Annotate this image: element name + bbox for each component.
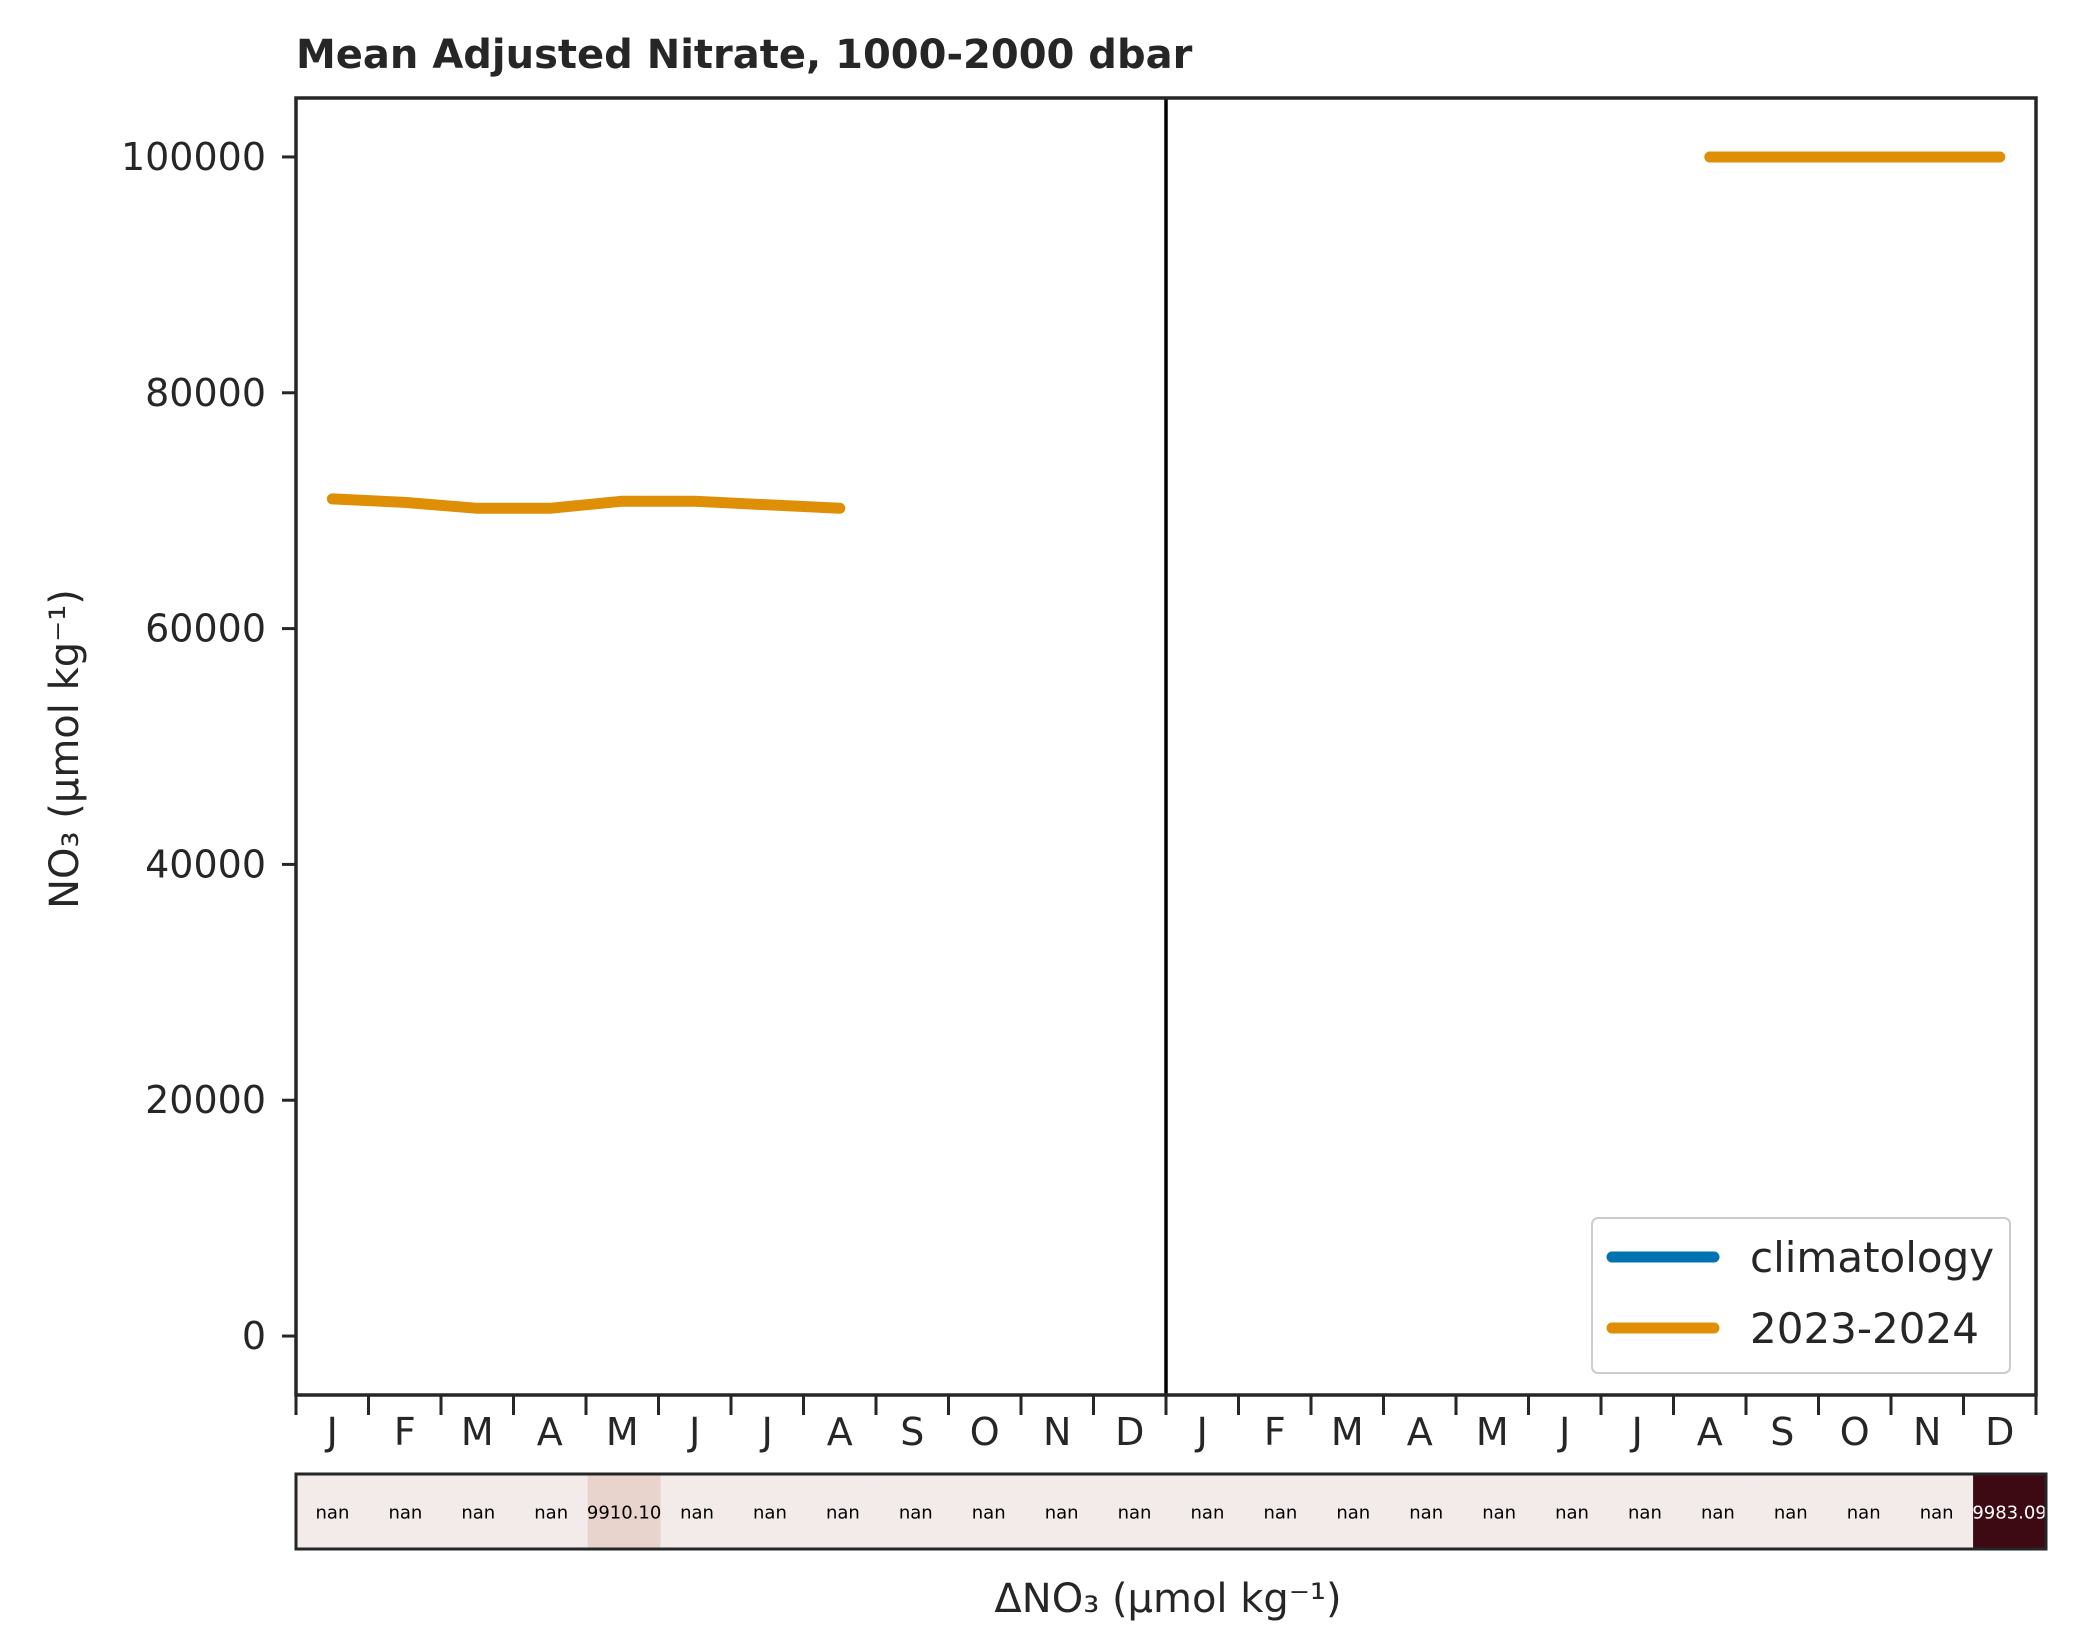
x-tick-label: A [1407,1410,1433,1454]
anomaly-cell [1681,1474,1755,1549]
anomaly-cell [952,1474,1026,1549]
x-tick-label: A [1697,1410,1723,1454]
anomaly-cell-label: nan [972,1503,1006,1524]
x-tick-label: J [1630,1410,1643,1454]
anomaly-cell [1316,1474,1391,1549]
y-tick-label: 80000 [145,371,266,415]
x-tick-label: J [1557,1410,1570,1454]
x-tick-label: F [394,1410,416,1454]
x-tick-label: O [1840,1410,1870,1454]
anomaly-cell [1827,1474,1901,1549]
anomaly-cell-label: nan [1628,1503,1662,1524]
x-tick-label: J [687,1410,700,1454]
anomaly-cell-label: nan [1336,1503,1370,1524]
anomaly-cell [1243,1474,1318,1549]
series-line-2023-2024-0 [326,493,846,514]
x-tick-label: N [1913,1410,1941,1454]
anomaly-cell-label: nan [826,1503,860,1524]
anomaly-cell [1608,1474,1682,1549]
anomaly-cell [1973,1474,2047,1549]
legend: climatology 2023-2024 [1591,1217,2011,1374]
legend-label: climatology [1750,1233,1994,1282]
x-tick-label: J [1195,1410,1208,1454]
anomaly-cell-label: nan [1482,1503,1516,1524]
anomaly-cell-label: nan [1263,1503,1297,1524]
x-tick-label: F [1264,1410,1286,1454]
anomaly-cell-label: nan [1701,1503,1735,1524]
anomaly-cell-label: nan [899,1503,933,1524]
anomaly-cell-label: nan [1045,1503,1079,1524]
anomaly-strip: nan nan nan nan 9910.10 nan nan nan nan nan nan nan… [294,1472,2048,1551]
x-tick-label: A [827,1410,853,1454]
anomaly-axis-label: ΔNO₃ (µmol kg⁻¹) [994,1576,1341,1622]
x-tick-label: D [1115,1410,1144,1454]
anomaly-cell [1389,1474,1464,1549]
chart-title: Mean Adjusted Nitrate, 1000-2000 dbar [296,32,1193,78]
x-tick-label: M [461,1410,494,1454]
anomaly-cell-label: 9910.10 [587,1503,661,1524]
anomaly-cell [441,1474,516,1549]
x-tick-label: J [325,1410,338,1454]
legend-label: 2023-2024 [1750,1304,1979,1353]
y-axis-label: NO₃ (µmol kg⁻¹) [42,589,88,909]
anomaly-cell [1462,1474,1537,1549]
anomaly-cell-label: nan [388,1503,422,1524]
anomaly-cell-label: nan [1555,1503,1589,1524]
anomaly-cell [587,1474,662,1549]
anomaly-cell-label: nan [1409,1503,1443,1524]
y-tick-label: 40000 [145,842,266,886]
anomaly-cell [660,1474,734,1549]
x-tick-label: M [606,1410,639,1454]
anomaly-cell [1900,1474,1974,1549]
anomaly-frame [294,1472,2048,1551]
x-tick-label: D [1985,1410,2014,1454]
x-tick-label: S [900,1410,924,1454]
y-tick-label: 60000 [145,607,266,651]
anomaly-cell-label: nan [316,1503,350,1524]
y-tick-label: 100000 [121,135,266,179]
anomaly-cell-label: nan [1191,1503,1225,1524]
anomaly-cell [368,1474,443,1549]
anomaly-cell [1754,1474,1828,1549]
x-tick-label: M [1476,1410,1509,1454]
anomaly-cell [514,1474,589,1549]
x-tick-label: J [760,1410,773,1454]
x-tick-label: N [1043,1410,1071,1454]
x-tick-label: M [1331,1410,1364,1454]
y-tick-label: 20000 [145,1078,266,1122]
anomaly-cell [1025,1474,1099,1549]
anomaly-cell-label: nan [680,1503,714,1524]
x-tick-label: A [537,1410,563,1454]
x-tick-label: O [970,1410,1000,1454]
anomaly-cell-label: nan [753,1503,787,1524]
anomaly-cell [1171,1474,1245,1549]
anomaly-cell-label: nan [1920,1503,1954,1524]
anomaly-cell-label: nan [1118,1503,1152,1524]
anomaly-cell-label: 9983.09 [1972,1503,2046,1524]
anomaly-cell-label: nan [1847,1503,1881,1524]
anomaly-cell [1098,1474,1172,1549]
anomaly-cell [1535,1474,1609,1549]
anomaly-cell [879,1474,953,1549]
anomaly-cell [296,1474,370,1549]
anomaly-cell [806,1474,880,1549]
x-tick-label: S [1770,1410,1794,1454]
y-tick-label: 0 [242,1314,266,1358]
anomaly-cell [733,1474,807,1549]
anomaly-cell-label: nan [461,1503,495,1524]
anomaly-cell-label: nan [1774,1503,1808,1524]
anomaly-cell-label: nan [534,1503,568,1524]
